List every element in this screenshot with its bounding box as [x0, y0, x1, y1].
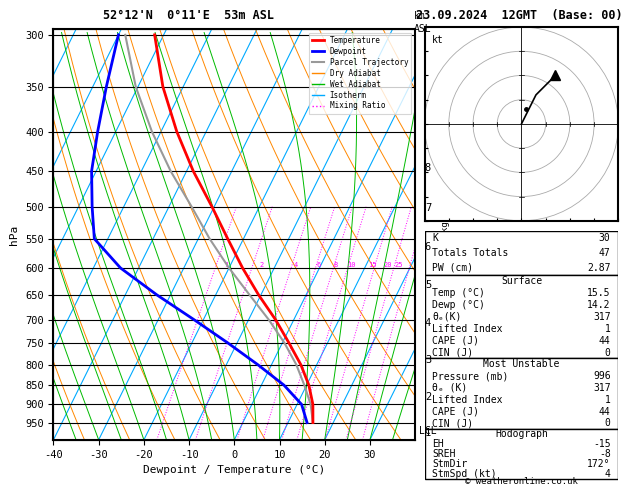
Text: K: K — [432, 233, 438, 243]
Text: Mixing Ratio (g/kg): Mixing Ratio (g/kg) — [442, 216, 450, 318]
Text: 10: 10 — [347, 261, 355, 268]
Text: Totals Totals: Totals Totals — [432, 248, 509, 258]
Text: 1: 1 — [604, 395, 611, 405]
Text: 1: 1 — [224, 261, 228, 268]
Text: km: km — [414, 12, 426, 21]
Text: Lifted Index: Lifted Index — [432, 324, 503, 334]
Text: ASL: ASL — [414, 24, 431, 34]
Text: 44: 44 — [599, 407, 611, 417]
Text: StmDir: StmDir — [432, 459, 467, 469]
Legend: Temperature, Dewpoint, Parcel Trajectory, Dry Adiabat, Wet Adiabat, Isotherm, Mi: Temperature, Dewpoint, Parcel Trajectory… — [309, 33, 411, 114]
Text: SREH: SREH — [432, 449, 456, 459]
Text: Hodograph: Hodograph — [495, 429, 548, 439]
Text: θₑ(K): θₑ(K) — [432, 312, 462, 322]
Text: Dewp (°C): Dewp (°C) — [432, 300, 485, 310]
Text: 2.87: 2.87 — [587, 263, 611, 273]
Text: 0: 0 — [604, 418, 611, 428]
Text: 8: 8 — [333, 261, 338, 268]
Text: 4: 4 — [604, 469, 611, 479]
Text: -15: -15 — [593, 439, 611, 449]
Text: © weatheronline.co.uk: © weatheronline.co.uk — [465, 477, 578, 486]
Bar — [425, 359, 618, 429]
Text: LCL: LCL — [419, 426, 437, 436]
Text: 1: 1 — [604, 324, 611, 334]
Text: 30: 30 — [599, 233, 611, 243]
Bar — [425, 429, 618, 479]
Bar — [425, 231, 618, 275]
Text: EH: EH — [432, 439, 444, 449]
Text: StmSpd (kt): StmSpd (kt) — [432, 469, 497, 479]
Text: Temp (°C): Temp (°C) — [432, 288, 485, 298]
Text: 47: 47 — [599, 248, 611, 258]
Text: 317: 317 — [593, 312, 611, 322]
Text: 20: 20 — [383, 261, 392, 268]
Text: Lifted Index: Lifted Index — [432, 395, 503, 405]
Text: Pressure (mb): Pressure (mb) — [432, 371, 509, 381]
Text: Surface: Surface — [501, 276, 542, 286]
Text: 15.5: 15.5 — [587, 288, 611, 298]
Bar — [425, 275, 618, 359]
Y-axis label: hPa: hPa — [9, 225, 19, 244]
Text: 6: 6 — [316, 261, 321, 268]
Text: 15: 15 — [368, 261, 376, 268]
Text: 23.09.2024  12GMT  (Base: 00): 23.09.2024 12GMT (Base: 00) — [416, 9, 622, 22]
Text: 172°: 172° — [587, 459, 611, 469]
Text: CIN (J): CIN (J) — [432, 347, 474, 358]
Text: 996: 996 — [593, 371, 611, 381]
Text: 44: 44 — [599, 336, 611, 346]
Text: 0: 0 — [604, 347, 611, 358]
Text: CAPE (J): CAPE (J) — [432, 336, 479, 346]
Text: 25: 25 — [395, 261, 403, 268]
Text: 4: 4 — [294, 261, 298, 268]
Text: Most Unstable: Most Unstable — [483, 359, 560, 369]
Text: θₑ (K): θₑ (K) — [432, 383, 467, 393]
Text: CIN (J): CIN (J) — [432, 418, 474, 428]
Text: -8: -8 — [599, 449, 611, 459]
Text: 52°12'N  0°11'E  53m ASL: 52°12'N 0°11'E 53m ASL — [103, 9, 274, 22]
Text: kt: kt — [432, 35, 444, 45]
Text: 317: 317 — [593, 383, 611, 393]
Text: CAPE (J): CAPE (J) — [432, 407, 479, 417]
Text: 14.2: 14.2 — [587, 300, 611, 310]
Text: PW (cm): PW (cm) — [432, 263, 474, 273]
Text: 2: 2 — [260, 261, 264, 268]
X-axis label: Dewpoint / Temperature (°C): Dewpoint / Temperature (°C) — [143, 465, 325, 475]
